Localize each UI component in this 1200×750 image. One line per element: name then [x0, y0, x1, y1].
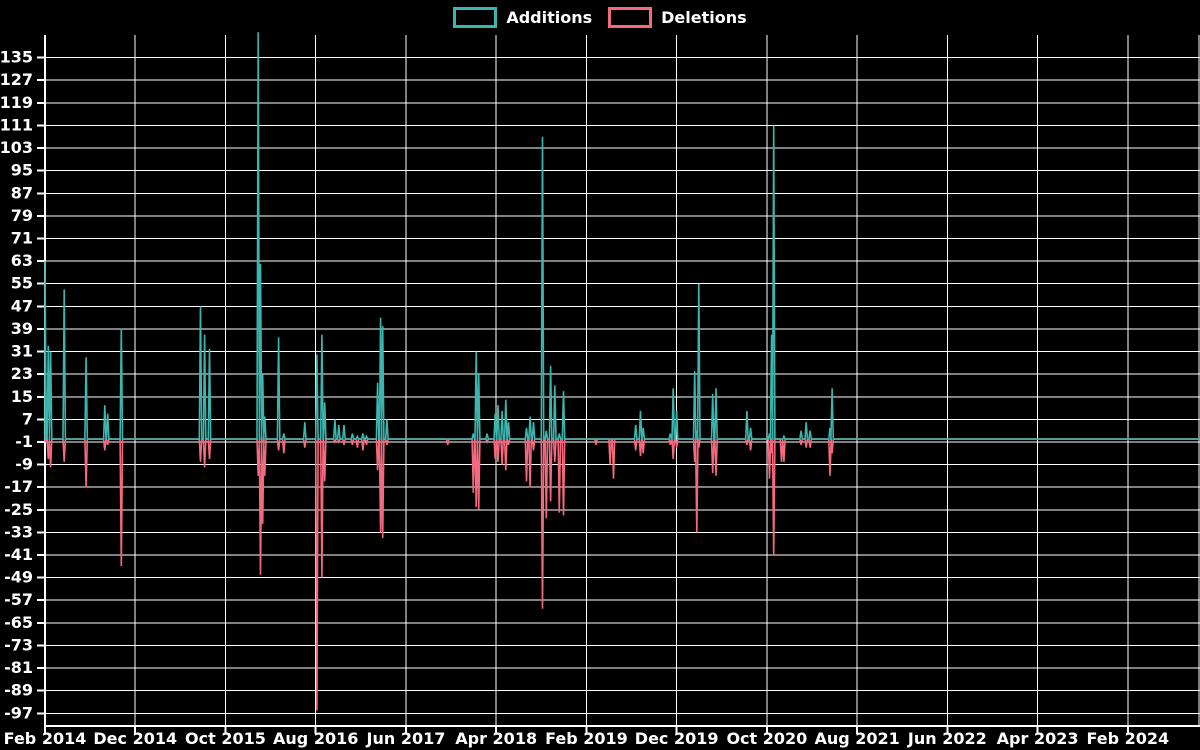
y-tick-label: -9: [15, 455, 33, 474]
y-tick-label: -1: [15, 432, 33, 451]
x-tick-label: Apr 2023: [997, 729, 1079, 748]
additions-swatch-icon: [453, 7, 498, 28]
x-tick-label: Apr 2018: [455, 729, 537, 748]
chart-legend: Additions Deletions: [0, 7, 1200, 28]
y-tick-label: 7: [22, 409, 33, 428]
y-tick-label: 135: [0, 48, 33, 67]
y-tick-label: -41: [4, 545, 33, 564]
x-tick-label: Feb 2014: [4, 729, 87, 748]
x-tick-label: Jun 2022: [907, 729, 987, 748]
y-tick-label: -73: [4, 635, 33, 654]
deletions-line: [44, 438, 1200, 711]
y-tick-label: 119: [0, 93, 33, 112]
y-tick-label: 63: [11, 251, 33, 270]
y-tick-label: 31: [11, 342, 33, 361]
y-tick-label: 71: [11, 228, 33, 247]
x-tick-label: Feb 2019: [545, 729, 628, 748]
x-tick-label: Dec 2019: [635, 729, 719, 748]
x-tick-label: Aug 2016: [273, 729, 358, 748]
y-tick-label: 47: [11, 296, 33, 315]
y-tick-label: -33: [4, 522, 33, 541]
legend-label-additions: Additions: [506, 8, 593, 27]
y-tick-label: -25: [4, 500, 33, 519]
y-tick-label: -17: [4, 477, 33, 496]
y-tick-label: -97: [4, 703, 33, 722]
y-tick-label: 127: [0, 70, 33, 89]
legend-item-additions[interactable]: Additions: [453, 7, 592, 28]
additions-line: [44, 32, 1200, 440]
y-tick-label: 39: [11, 319, 33, 338]
x-tick-label: Dec 2014: [93, 729, 177, 748]
y-tick-label: 111: [0, 115, 33, 134]
y-tick-label: 87: [11, 183, 33, 202]
y-tick-label: 15: [11, 387, 33, 406]
y-tick-label: -57: [4, 590, 33, 609]
y-tick-label: -89: [4, 681, 33, 700]
y-tick-label: -65: [4, 613, 33, 632]
y-tick-label: 95: [11, 161, 33, 180]
legend-item-deletions[interactable]: Deletions: [608, 7, 747, 28]
x-tick-label: Aug 2021: [814, 729, 899, 748]
y-tick-label: 55: [11, 274, 33, 293]
y-tick-label: -49: [4, 568, 33, 587]
x-tick-label: Jun 2017: [366, 729, 446, 748]
x-tick-label: Oct 2015: [185, 729, 266, 748]
y-tick-label: 79: [11, 206, 33, 225]
x-tick-label: Oct 2020: [726, 729, 807, 748]
x-tick-label: Feb 2024: [1086, 729, 1169, 748]
legend-label-deletions: Deletions: [661, 8, 747, 27]
y-tick-label: 23: [11, 364, 33, 383]
deletions-swatch-icon: [608, 7, 653, 28]
y-tick-label: 103: [0, 138, 33, 157]
y-tick-label: -81: [4, 658, 33, 677]
